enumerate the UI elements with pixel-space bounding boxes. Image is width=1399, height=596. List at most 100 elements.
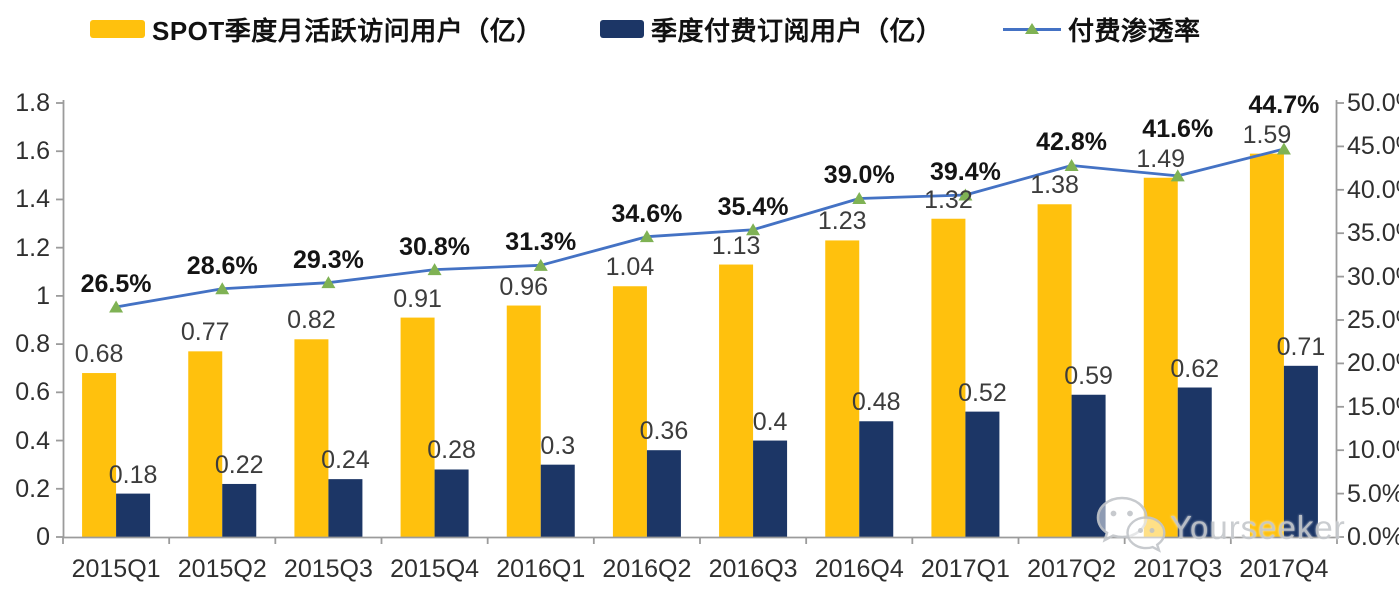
- bar-mau: [188, 351, 223, 537]
- y-axis-tick-label-left: 1: [36, 281, 50, 310]
- y-axis-tick-label-right: 25.0%: [1347, 306, 1399, 334]
- legend-item-penetration: 付费渗透率: [1003, 13, 1201, 46]
- bar-subscribers: [1071, 394, 1106, 537]
- y-axis-tick-label-right: 20.0%: [1347, 349, 1399, 378]
- x-axis-tick-label: 2017Q3: [1133, 555, 1223, 583]
- bar-value-label-mau: 1.59: [1242, 120, 1292, 149]
- legend-item-subscribers: 季度付费订阅用户（亿）: [600, 13, 943, 46]
- x-axis-tick-label: 2016Q4: [814, 555, 904, 583]
- y-axis-tick-label-left: 1.2: [15, 233, 50, 262]
- bar-value-label-mau: 1.23: [817, 207, 867, 236]
- triangle-marker-icon: [109, 300, 124, 313]
- y-axis-tick-label-right: 30.0%: [1347, 262, 1399, 291]
- bar-value-label-subscribers: 0.62: [1170, 354, 1220, 383]
- triangle-marker-icon: [852, 191, 867, 204]
- penetration-data-label: 39.4%: [929, 158, 1001, 186]
- triangle-marker-icon: [1276, 142, 1291, 155]
- y-axis-tick-label-right: 35.0%: [1347, 219, 1399, 248]
- bar-value-label-mau: 0.68: [74, 340, 124, 369]
- bar-subscribers: [1177, 387, 1212, 537]
- bar-mau: [400, 317, 435, 537]
- y-axis-tick-label-left: 0.8: [15, 330, 50, 359]
- bar-value-label-subscribers: 0.52: [958, 378, 1007, 407]
- bar-subscribers: [328, 479, 363, 537]
- bar-subscribers: [434, 469, 469, 537]
- penetration-data-label: 31.3%: [505, 228, 577, 257]
- bar-value-label-subscribers: 0.4: [752, 407, 788, 436]
- y-axis-tick-label-right: 0.0%: [1347, 523, 1399, 551]
- penetration-line: [115, 147, 1285, 309]
- bar-mau: [1037, 204, 1072, 537]
- triangle-marker-icon: [533, 258, 548, 271]
- triangle-marker-icon: [1025, 23, 1039, 34]
- legend-label-penetration: 付费渗透率: [1068, 15, 1201, 46]
- y-axis-tick-label-right: 40.0%: [1347, 175, 1399, 204]
- penetration-data-label: 29.3%: [292, 245, 364, 274]
- y-axis-tick-label-right: 15.0%: [1347, 392, 1399, 421]
- bar-subscribers: [1283, 365, 1318, 537]
- x-axis-tick-label: 2015Q4: [390, 555, 480, 583]
- x-axis-tick-label: 2017Q1: [920, 555, 1010, 583]
- x-axis-tick-label: 2017Q2: [1027, 555, 1117, 583]
- x-axis-tick-label: 2015Q2: [177, 555, 267, 583]
- bar-value-label-mau: 1.13: [711, 231, 761, 260]
- y-axis-tick-label-left: 1.6: [15, 137, 50, 166]
- x-axis-tick-label: 2016Q2: [602, 555, 692, 583]
- bar-subscribers: [753, 440, 788, 537]
- bar-value-label-subscribers: 0.59: [1064, 361, 1113, 390]
- bar-value-label-mau: 0.77: [180, 318, 230, 347]
- penetration-data-label: 26.5%: [80, 269, 152, 298]
- y-axis-tick-label-left: 1.4: [15, 185, 50, 214]
- bar-mau: [719, 264, 754, 537]
- y-axis-tick-label-right: 5.0%: [1347, 479, 1399, 508]
- penetration-data-label: 34.6%: [611, 199, 683, 228]
- bar-value-label-subscribers: 0.28: [427, 436, 476, 465]
- bar-value-label-mau: 0.91: [393, 284, 442, 313]
- triangle-marker-icon: [427, 263, 442, 276]
- x-axis-tick-label: 2015Q1: [71, 555, 161, 583]
- y-axis-tick-label-left: 0.2: [15, 474, 50, 503]
- y-axis-tick-label-right: 50.0%: [1347, 89, 1399, 117]
- x-axis-tick-label: 2015Q3: [283, 555, 373, 583]
- bar-value-label-subscribers: 0.48: [851, 388, 901, 417]
- penetration-data-label: 41.6%: [1142, 114, 1214, 143]
- bar-value-label-mau: 1.38: [1030, 171, 1079, 200]
- bar-mau: [612, 286, 647, 537]
- legend-line-marker-icon: [1003, 22, 1061, 36]
- penetration-data-label: 35.4%: [717, 192, 789, 221]
- bar-value-label-subscribers: 0.3: [540, 431, 576, 460]
- bar-mau: [825, 240, 860, 537]
- triangle-marker-icon: [639, 230, 654, 243]
- penetration-data-label: 44.7%: [1248, 90, 1320, 119]
- bar-value-label-subscribers: 0.71: [1276, 332, 1326, 361]
- y-axis-tick-label-left: 0.6: [15, 378, 50, 407]
- penetration-data-label: 42.8%: [1036, 128, 1108, 157]
- bar-mau: [294, 339, 329, 537]
- bar-value-label-subscribers: 0.18: [108, 460, 158, 489]
- bar-mau: [931, 218, 966, 537]
- bar-mau: [1143, 177, 1178, 537]
- bar-value-label-mau: 0.82: [287, 306, 336, 335]
- triangle-marker-icon: [958, 188, 973, 201]
- y-axis-tick-label-left: 1.8: [15, 89, 50, 117]
- legend-item-mau: SPOT季度月活跃访问用户（亿）: [90, 13, 543, 46]
- bar-value-label-subscribers: 0.24: [321, 446, 370, 475]
- bar-subscribers: [222, 483, 257, 537]
- bar-mau: [506, 305, 541, 537]
- bar-value-label-mau: 1.04: [605, 253, 655, 282]
- y-axis-tick-label-right: 10.0%: [1347, 436, 1399, 465]
- bar-value-label-mau: 1.49: [1136, 144, 1186, 173]
- bar-subscribers: [859, 421, 894, 537]
- bar-mau: [1249, 153, 1284, 537]
- y-axis-tick-label-right: 45.0%: [1347, 132, 1399, 161]
- triangle-marker-icon: [1170, 169, 1185, 182]
- penetration-data-label: 30.8%: [399, 232, 471, 261]
- x-axis-tick-label: 2017Q4: [1239, 555, 1329, 583]
- x-axis-tick-label: 2016Q1: [496, 555, 586, 583]
- triangle-marker-icon: [1064, 158, 1079, 171]
- penetration-data-label: 39.0%: [823, 161, 895, 190]
- legend-swatch-subscribers: [600, 20, 644, 38]
- bar-subscribers: [646, 450, 681, 537]
